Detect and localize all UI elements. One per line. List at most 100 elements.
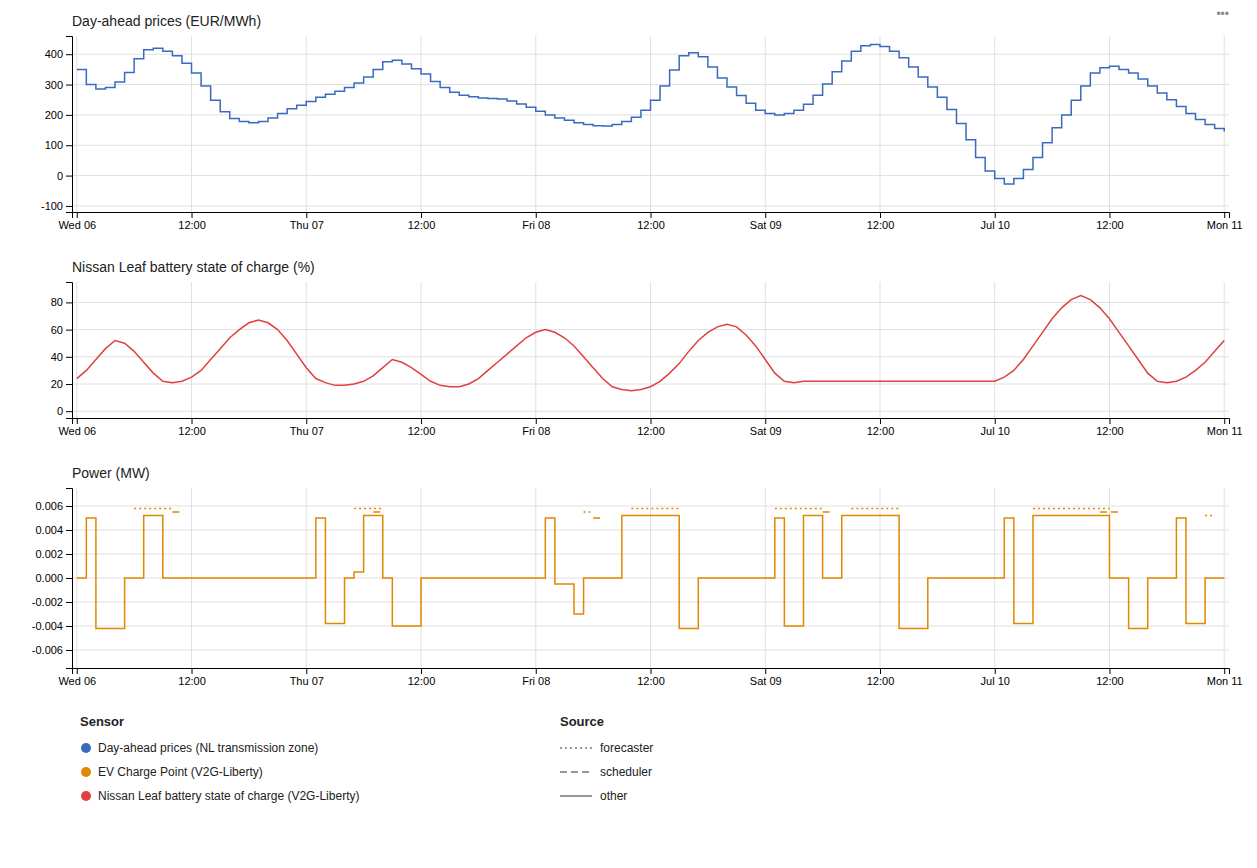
grid-line <box>765 36 766 212</box>
grid-line <box>72 530 1229 531</box>
tick-mark <box>66 602 72 603</box>
tick-label: Wed 06 <box>58 219 96 231</box>
tick: 40 <box>51 351 72 363</box>
grid-line <box>72 384 1229 385</box>
tick-mark <box>1109 212 1110 218</box>
tick-label: 12:00 <box>1096 219 1124 231</box>
legend: Sensor Day-ahead prices (NL transmission … <box>80 714 653 803</box>
tick-label: 0.000 <box>35 572 63 584</box>
tick: Thu 07 <box>290 418 324 437</box>
axis-domain <box>66 489 73 669</box>
tick-mark <box>880 668 881 674</box>
grid <box>72 488 1229 668</box>
tick-mark <box>880 212 881 218</box>
tick: 0 <box>57 405 72 417</box>
tick-mark <box>1109 418 1110 424</box>
tick-mark <box>651 418 652 424</box>
tick-label: 200 <box>45 109 63 121</box>
tick: Mon 11 <box>1207 668 1243 687</box>
series-line <box>77 296 1224 391</box>
tick-label: 12:00 <box>637 675 665 687</box>
legend-label: scheduler <box>600 765 652 779</box>
tick: -0.002 <box>32 596 72 608</box>
legend-title: Sensor <box>80 714 124 729</box>
tick-label: Fri 08 <box>522 675 550 687</box>
tick: Wed 06 <box>58 418 96 437</box>
tick-mark <box>192 668 193 674</box>
tick-label: Jul 10 <box>981 675 1010 687</box>
tick-label: 0 <box>57 405 63 417</box>
tick: 12:00 <box>637 668 665 687</box>
plot-area <box>77 508 1224 628</box>
tick: Wed 06 <box>58 212 96 231</box>
axis-domain <box>66 37 73 213</box>
tick-mark <box>66 506 72 507</box>
annotation: ••• <box>1216 7 1229 21</box>
tick-label: Mon 11 <box>1207 219 1243 231</box>
tick-mark <box>66 384 72 385</box>
tick: 12:00 <box>408 212 436 231</box>
tick: 12:00 <box>408 418 436 437</box>
tick-label: -0.004 <box>32 620 63 632</box>
tick-label: 12:00 <box>408 425 436 437</box>
tick: 12:00 <box>637 212 665 231</box>
grid-line <box>306 36 307 212</box>
tick-mark <box>66 530 72 531</box>
tick: 400 <box>45 48 72 60</box>
tick: 60 <box>51 324 72 336</box>
tick-label: Jul 10 <box>981 219 1010 231</box>
tick-mark <box>651 668 652 674</box>
tick-mark <box>66 650 72 651</box>
x-axis: Wed 0612:00Thu 0712:00Fri 0812:00Sat 091… <box>58 668 1242 687</box>
tick: 12:00 <box>867 212 895 231</box>
series-line <box>172 512 1119 518</box>
tick-label: Mon 11 <box>1207 425 1243 437</box>
tick-mark <box>421 668 422 674</box>
tick-mark <box>421 212 422 218</box>
tick-label: Mon 11 <box>1207 675 1243 687</box>
grid-line <box>72 302 1229 303</box>
grid-line <box>994 36 995 212</box>
grid-line <box>72 175 1229 176</box>
tick-label: 12:00 <box>867 675 895 687</box>
tick-mark <box>192 418 193 424</box>
tick-mark <box>66 626 72 627</box>
tick-label: 0.002 <box>35 548 63 560</box>
series-line <box>134 508 1215 515</box>
tick: 12:00 <box>178 212 206 231</box>
tick-label: 60 <box>51 324 63 336</box>
legend-label: Day-ahead prices (NL transmission zone) <box>98 741 318 755</box>
tick-label: -100 <box>41 200 63 212</box>
tick-mark <box>66 115 72 116</box>
tick: Fri 08 <box>522 212 550 231</box>
tick-mark <box>77 668 78 674</box>
tick-mark <box>421 418 422 424</box>
tick-mark <box>66 206 72 207</box>
x-axis: Wed 0612:00Thu 0712:00Fri 0812:00Sat 091… <box>58 212 1242 231</box>
grid-line <box>72 650 1229 651</box>
tick-label: 12:00 <box>408 219 436 231</box>
tick-label: 100 <box>45 139 63 151</box>
series-line <box>77 44 1224 184</box>
tick-mark <box>765 668 766 674</box>
tick-label: 12:00 <box>867 219 895 231</box>
grid-line <box>72 554 1229 555</box>
tick-label: Jul 10 <box>981 425 1010 437</box>
grid-line <box>72 84 1229 85</box>
legend-marker <box>81 791 91 801</box>
grid-line <box>535 36 536 212</box>
grid-line <box>72 626 1229 627</box>
tick-label: Fri 08 <box>522 219 550 231</box>
chart-title: Power (MW) <box>72 465 150 481</box>
tick: Jul 10 <box>981 212 1010 231</box>
legend-label: EV Charge Point (V2G-Liberty) <box>98 765 263 779</box>
grid-line <box>72 411 1229 412</box>
tick-mark <box>192 212 193 218</box>
tick: Thu 07 <box>290 668 324 687</box>
tick: -100 <box>41 200 72 212</box>
tick-mark <box>651 212 652 218</box>
legend-marker <box>81 767 91 777</box>
tick: 12:00 <box>1096 668 1124 687</box>
tick-label: 12:00 <box>637 425 665 437</box>
tick: 0.000 <box>35 572 72 584</box>
